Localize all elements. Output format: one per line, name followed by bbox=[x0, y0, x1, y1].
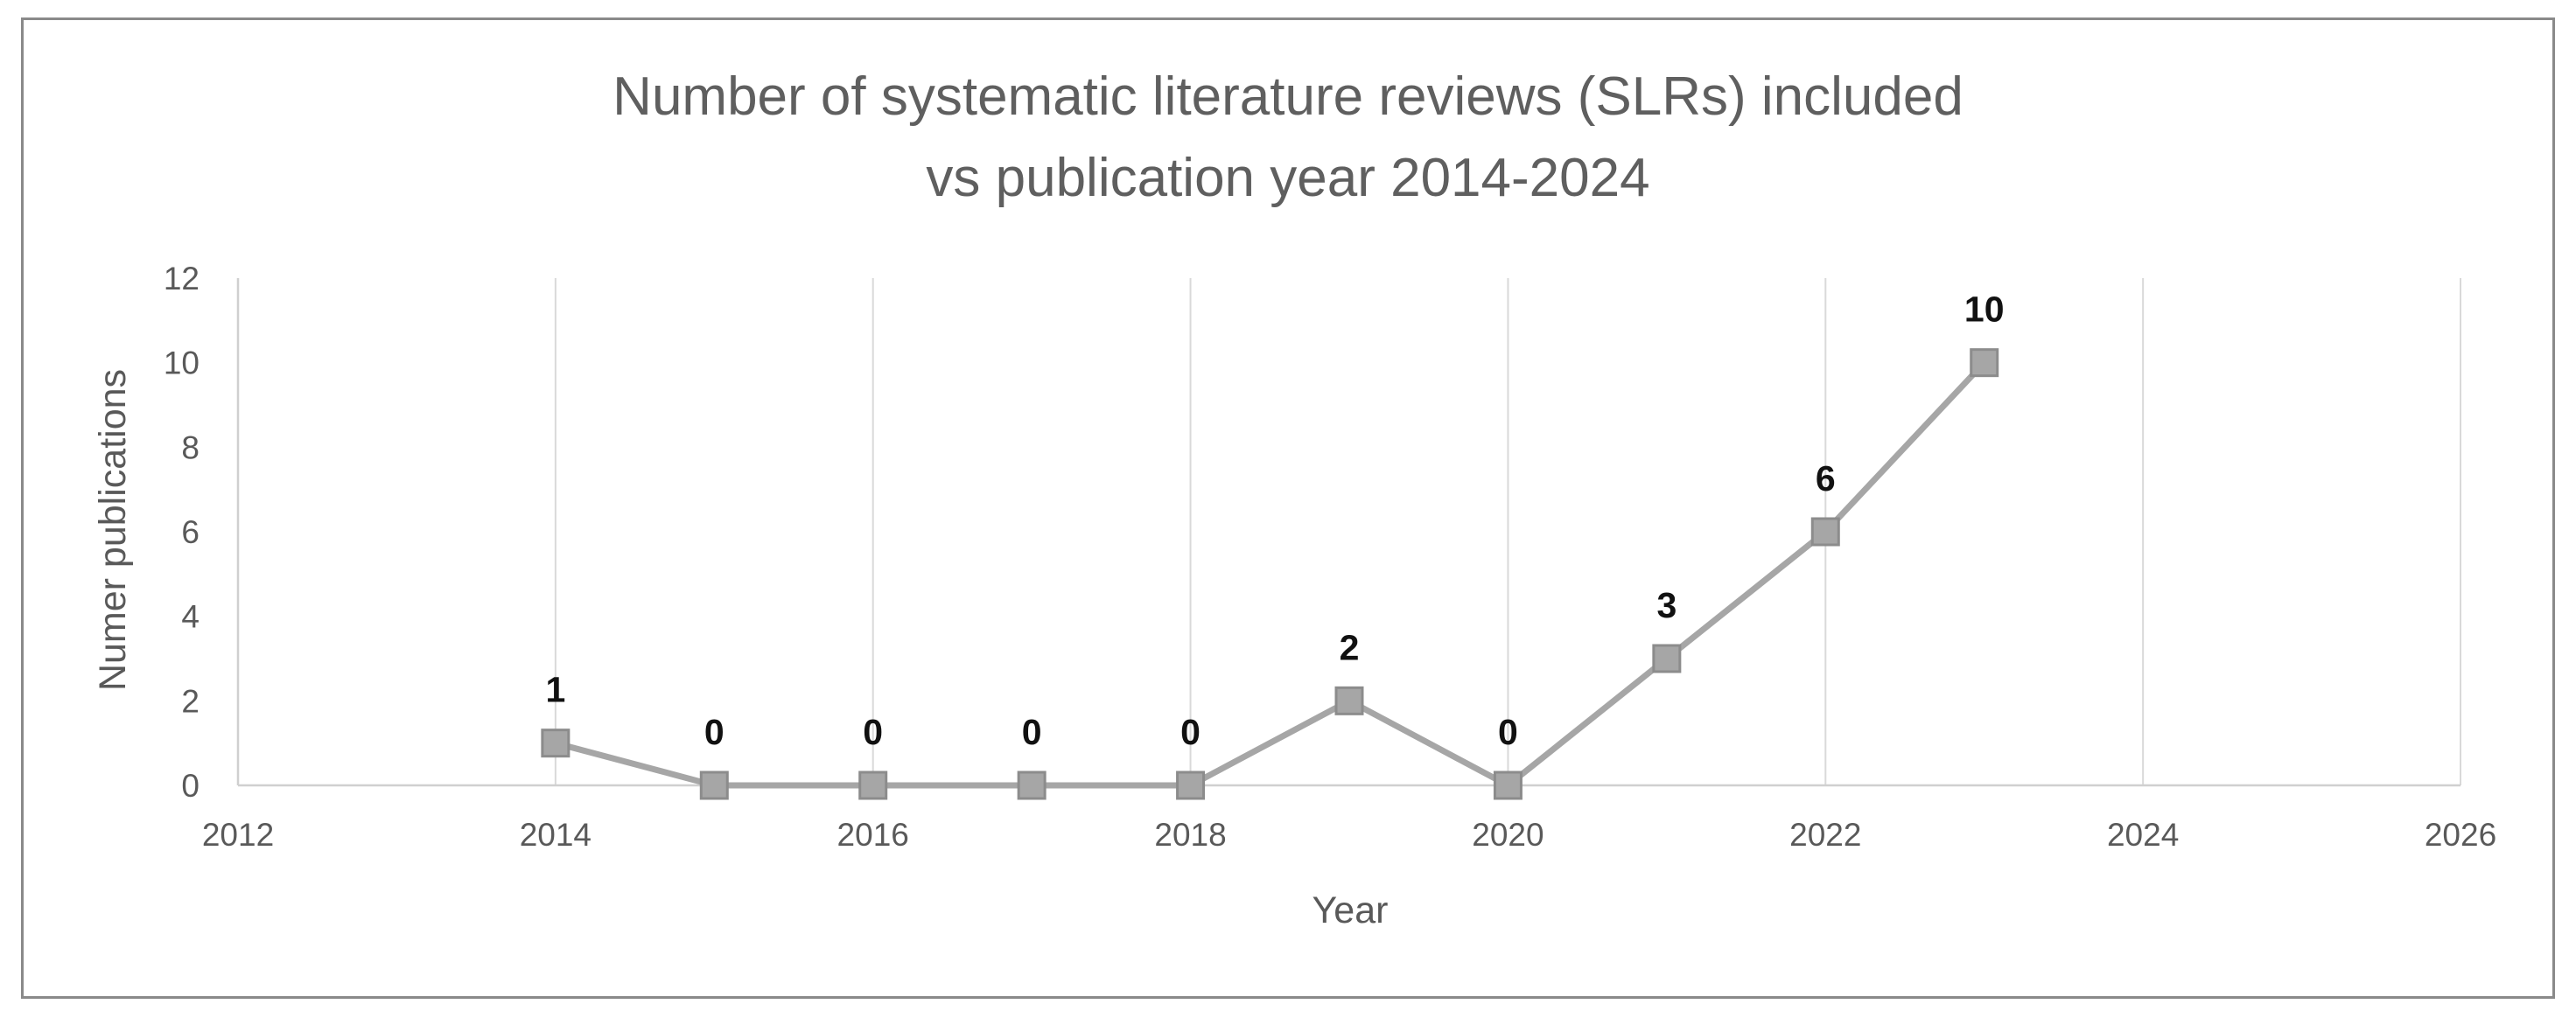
x-tick-label: 2018 bbox=[1154, 817, 1226, 853]
data-label: 0 bbox=[863, 712, 883, 752]
x-tick-label: 2012 bbox=[202, 817, 274, 853]
data-point bbox=[1652, 644, 1682, 673]
chart-frame bbox=[21, 17, 2555, 999]
y-tick-label: 6 bbox=[181, 514, 200, 550]
data-label: 3 bbox=[1656, 585, 1676, 625]
data-point bbox=[699, 770, 729, 800]
chart-title-line-2: vs publication year 2014-2024 bbox=[926, 148, 1649, 208]
x-tick-label: 2020 bbox=[1472, 817, 1544, 853]
data-point bbox=[1970, 348, 1999, 378]
data-point bbox=[1493, 770, 1522, 800]
y-axis-title: Numer publications bbox=[92, 369, 134, 691]
x-tick-label: 2014 bbox=[520, 817, 592, 853]
data-label: 6 bbox=[1816, 458, 1836, 499]
data-label: 0 bbox=[1022, 712, 1042, 752]
data-label: 10 bbox=[1964, 289, 2005, 330]
data-point bbox=[858, 770, 888, 800]
axes bbox=[236, 278, 2460, 787]
data-point bbox=[1017, 770, 1046, 800]
y-tick-label: 0 bbox=[181, 768, 200, 804]
y-tick-label: 8 bbox=[181, 429, 200, 465]
data-series bbox=[541, 348, 1999, 800]
x-axis-title: Year bbox=[1312, 889, 1389, 931]
y-tick-label: 10 bbox=[164, 345, 200, 381]
gridlines bbox=[554, 278, 2461, 785]
data-label: 2 bbox=[1340, 627, 1360, 667]
data-point bbox=[1334, 686, 1364, 715]
y-tick-label: 4 bbox=[181, 599, 200, 635]
tick-labels: 2012 2014 2016 2018 2020 2022 2024 202602468101… bbox=[164, 261, 2496, 853]
data-label: 0 bbox=[704, 712, 724, 752]
chart-title-line-1: Number of systematic literature reviews … bbox=[612, 66, 1964, 127]
y-tick-label: 12 bbox=[164, 261, 200, 296]
y-tick-label: 2 bbox=[181, 683, 200, 719]
series-line bbox=[552, 359, 1988, 789]
x-tick-label: 2026 bbox=[2425, 817, 2496, 853]
data-point bbox=[1810, 517, 1840, 547]
x-tick-label: 2022 bbox=[1789, 817, 1861, 853]
data-label: 0 bbox=[1180, 712, 1200, 752]
x-tick-label: 2024 bbox=[2107, 817, 2179, 853]
x-tick-label: 2016 bbox=[837, 817, 909, 853]
data-point bbox=[541, 729, 570, 758]
data-label: 1 bbox=[545, 670, 565, 710]
data-label: 0 bbox=[1498, 712, 1518, 752]
data-point bbox=[1176, 770, 1206, 800]
